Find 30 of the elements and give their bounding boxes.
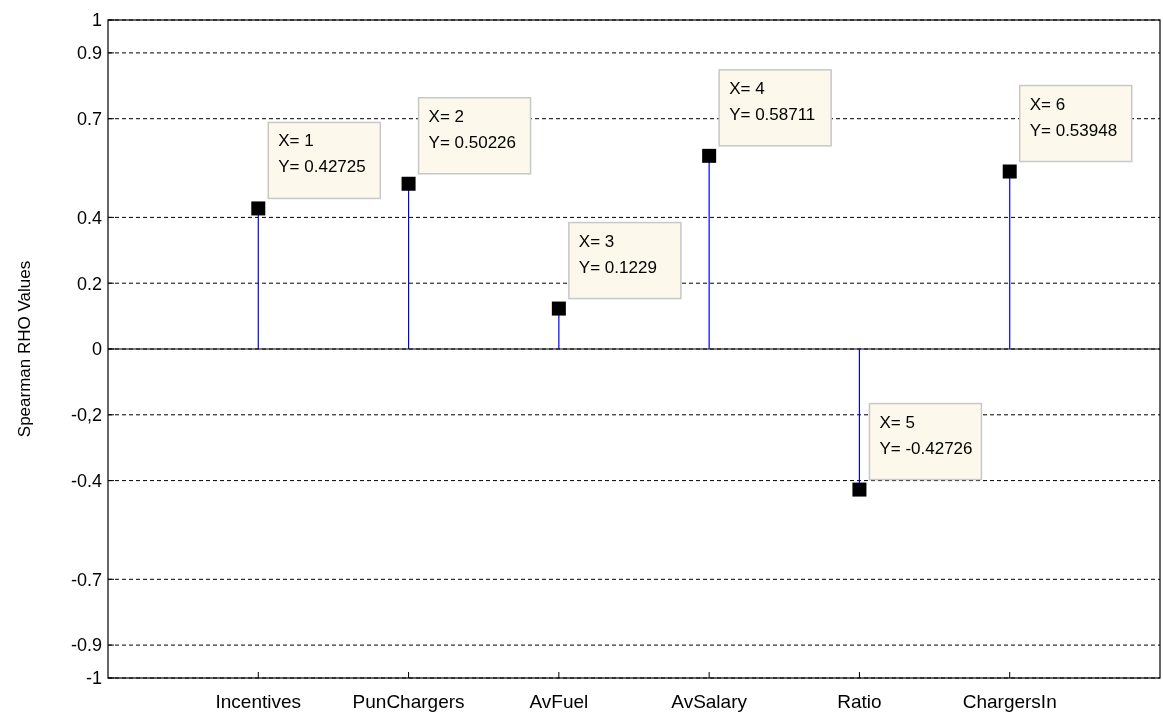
- x-tick-label: AvSalary: [671, 691, 748, 712]
- y-tick-label: 1: [91, 10, 102, 31]
- annotation: X= 5 Y= -0.42726: [879, 412, 973, 458]
- y-tick-label: -0.4: [70, 470, 102, 491]
- y-tick-label: -1: [85, 668, 102, 689]
- annotation: X= 2 Y= 0.50226: [428, 106, 517, 152]
- point: [1002, 164, 1017, 179]
- y-tick-label: 0: [91, 339, 102, 360]
- x-tick-label: Ratio: [837, 691, 882, 712]
- x-tick-label: Incentives: [215, 691, 302, 712]
- y-tick-label: 0.2: [76, 273, 102, 294]
- x-tick-label: AvFuel: [529, 691, 589, 712]
- annotation: X= 6 Y= 0.53948: [1029, 94, 1118, 140]
- y-tick-label: -0.9: [70, 635, 102, 656]
- x-tick-label: ChargersIn: [962, 691, 1057, 712]
- annotation: X= 3 Y= 0.1229: [578, 231, 657, 277]
- point: [852, 482, 867, 497]
- annotation: X= 1 Y= 0.42725: [278, 131, 366, 177]
- y-tick-label: 0.4: [76, 207, 102, 228]
- x-tick-label: PunChargers: [352, 691, 465, 712]
- point: [251, 201, 266, 216]
- y-tick-label: -0,2: [70, 405, 102, 426]
- y-axis-title: Spearman RHO Values: [15, 260, 34, 438]
- point: [551, 301, 566, 316]
- y-tick-label: 0.7: [76, 109, 102, 129]
- point: [401, 176, 416, 191]
- annotation: X= 4 Y= 0.58711: [729, 78, 816, 124]
- y-tick-label: 0.9: [76, 43, 102, 64]
- y-tick-label: -0.7: [70, 569, 102, 590]
- point: [702, 148, 717, 163]
